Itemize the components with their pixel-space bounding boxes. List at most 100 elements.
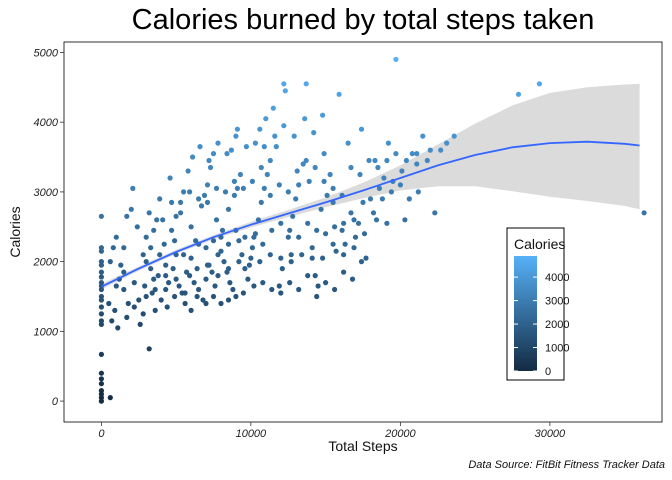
- data-point: [536, 81, 543, 87]
- data-point: [172, 238, 178, 244]
- data-point: [121, 286, 127, 293]
- data-point: [263, 116, 269, 122]
- data-point: [178, 210, 184, 216]
- data-point: [187, 189, 193, 195]
- data-point: [203, 276, 209, 282]
- data-point: [200, 297, 206, 303]
- data-point: [281, 81, 287, 87]
- data-point: [182, 290, 188, 296]
- data-point: [146, 210, 152, 216]
- data-point: [164, 304, 170, 310]
- data-point: [184, 269, 190, 275]
- data-point: [315, 283, 321, 289]
- data-point: [258, 199, 264, 205]
- data-point: [276, 283, 282, 289]
- data-point: [239, 252, 245, 258]
- data-point: [432, 210, 438, 216]
- data-point: [194, 266, 200, 272]
- data-point: [161, 241, 167, 247]
- data-point: [98, 213, 104, 219]
- data-point: [358, 126, 365, 132]
- data-point: [173, 276, 179, 282]
- data-point: [237, 171, 243, 178]
- data-point: [98, 304, 104, 310]
- data-point: [303, 81, 309, 87]
- data-point: [213, 217, 220, 223]
- data-point: [242, 266, 248, 272]
- data-point: [215, 252, 221, 258]
- data-point: [323, 231, 329, 237]
- data-point: [152, 286, 158, 293]
- y-tick-label: 1000: [34, 326, 59, 338]
- data-point: [355, 220, 362, 226]
- data-point: [181, 252, 187, 258]
- data-point: [218, 300, 224, 307]
- data-point: [151, 276, 157, 282]
- data-point: [204, 262, 211, 268]
- data-point: [128, 206, 134, 212]
- data-point: [225, 206, 232, 212]
- data-point: [451, 133, 457, 139]
- data-point: [321, 151, 327, 157]
- data-point: [385, 140, 391, 146]
- data-point: [406, 196, 412, 202]
- data-point: [352, 234, 359, 240]
- data-point: [427, 147, 433, 153]
- data-point: [339, 227, 345, 233]
- data-point: [98, 311, 104, 317]
- data-point: [167, 175, 173, 181]
- data-point: [287, 280, 293, 286]
- data-point: [240, 290, 246, 296]
- data-point: [197, 144, 203, 150]
- data-point: [252, 140, 258, 146]
- data-point: [110, 245, 116, 251]
- data-point: [300, 161, 306, 167]
- data-point: [397, 182, 403, 188]
- data-point: [182, 300, 188, 307]
- data-point: [228, 147, 234, 153]
- data-point: [267, 192, 273, 198]
- data-point: [134, 224, 140, 230]
- data-point: [321, 178, 327, 184]
- data-point: [231, 192, 237, 198]
- data-point: [373, 217, 380, 223]
- data-point: [112, 307, 118, 313]
- data-point: [414, 151, 420, 157]
- data-point: [160, 217, 166, 223]
- legend-labels: 0 1000 2000 3000 4000: [514, 272, 569, 378]
- data-point: [372, 157, 378, 164]
- data-point: [225, 297, 232, 303]
- data-point: [188, 307, 194, 313]
- data-point: [314, 293, 320, 300]
- data-point: [172, 293, 178, 300]
- data-point: [348, 210, 354, 216]
- data-point: [233, 293, 239, 300]
- data-point: [257, 126, 263, 132]
- data-point: [333, 248, 339, 254]
- data-point: [358, 259, 365, 265]
- data-point: [115, 325, 121, 331]
- data-point: [309, 255, 315, 261]
- data-point: [137, 321, 143, 327]
- data-point: [131, 304, 137, 310]
- data-point: [131, 280, 137, 286]
- data-point: [384, 220, 390, 226]
- data-point: [269, 227, 275, 233]
- data-point: [118, 262, 124, 268]
- data-point: [290, 213, 296, 219]
- data-point: [366, 157, 372, 164]
- data-point: [231, 178, 237, 184]
- data-point: [230, 286, 236, 293]
- data-point: [345, 140, 351, 146]
- data-point: [409, 151, 415, 157]
- data-point: [227, 280, 233, 286]
- data-point: [370, 210, 377, 216]
- data-point: [163, 286, 169, 293]
- data-point: [234, 185, 240, 191]
- data-point: [121, 245, 127, 251]
- data-point: [336, 91, 342, 97]
- data-point: [360, 199, 366, 205]
- x-tick-label: 10000: [236, 428, 267, 440]
- data-point: [312, 273, 318, 279]
